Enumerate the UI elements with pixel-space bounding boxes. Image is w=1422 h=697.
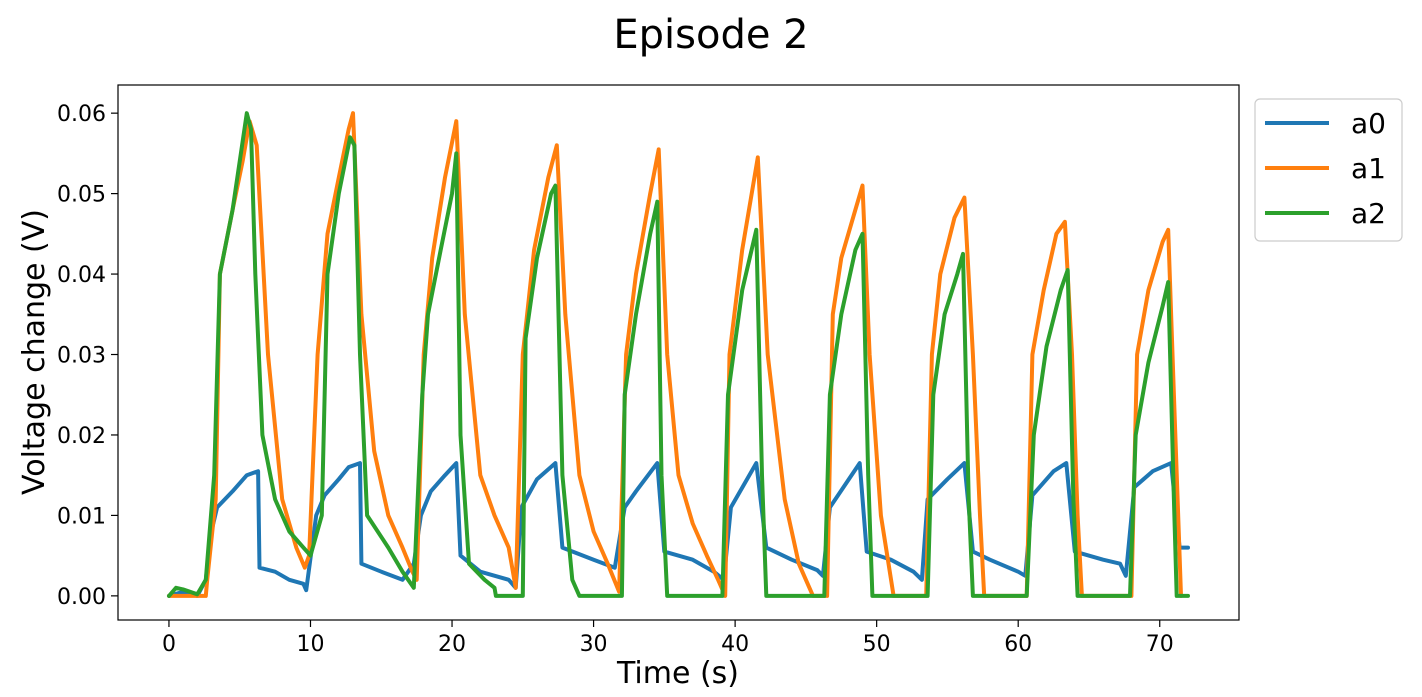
x-tick-label: 50 (863, 632, 891, 657)
y-tick-label: 0.03 (57, 344, 106, 369)
y-tick-label: 0.06 (57, 102, 106, 127)
x-tick-label: 10 (296, 632, 324, 657)
y-axis-label: Voltage change (V) (17, 209, 52, 495)
series-line-a2 (167, 111, 1190, 598)
x-axis-label: Time (s) (616, 656, 739, 691)
y-axis: 0.00 0.01 0.02 0.03 0.04 0.05 0.06 (57, 102, 118, 610)
x-tick-label: 60 (1004, 632, 1032, 657)
x-tick-label: 20 (438, 632, 466, 657)
x-axis: 0 10 20 30 40 50 60 70 (162, 620, 1174, 657)
x-tick-label: 30 (580, 632, 608, 657)
y-tick-label: 0.04 (57, 263, 106, 288)
series-lines (167, 111, 1190, 598)
x-tick-label: 70 (1146, 632, 1174, 657)
x-tick-label: 40 (721, 632, 749, 657)
legend-label-a2: a2 (1351, 197, 1386, 230)
plot-frame (117, 84, 1240, 621)
x-tick-label: 0 (162, 632, 176, 657)
legend-label-a1: a1 (1351, 152, 1386, 185)
y-tick-label: 0.05 (57, 183, 106, 208)
y-tick-label: 0.02 (57, 424, 106, 449)
chart-title: Episode 2 (613, 12, 808, 58)
legend: a0 a1 a2 (1254, 98, 1403, 242)
y-tick-label: 0.00 (57, 585, 106, 610)
y-tick-label: 0.01 (57, 504, 106, 529)
legend-label-a0: a0 (1351, 107, 1386, 140)
